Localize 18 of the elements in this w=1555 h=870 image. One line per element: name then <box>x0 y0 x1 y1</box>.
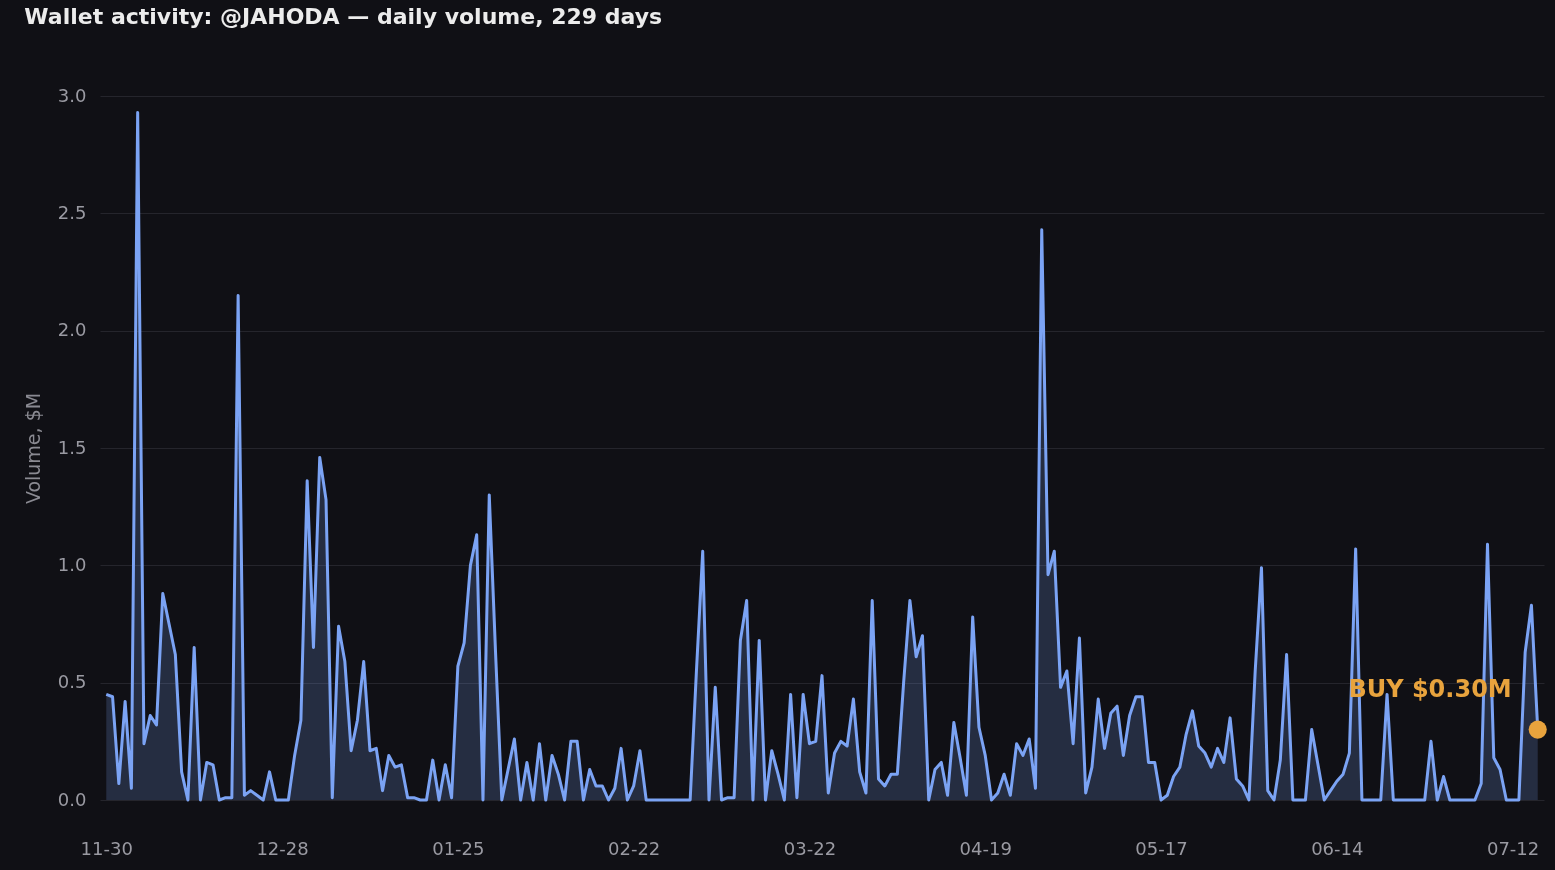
y-tick-label: 3.0 <box>57 84 87 106</box>
x-tick-label: 03-22 <box>783 837 837 859</box>
x-tick-label: 06-14 <box>1311 837 1364 859</box>
x-tick-label: 05-17 <box>1135 837 1188 859</box>
y-tick-label: 2.5 <box>57 201 87 223</box>
x-tick-label: 04-19 <box>959 837 1012 859</box>
x-tick-label: 12-28 <box>256 837 309 859</box>
x-tick-label: 02-22 <box>608 837 661 859</box>
x-tick-label: 07-12 <box>1486 837 1540 859</box>
y-tick-label: 2.0 <box>57 319 87 341</box>
y-axis-title: Volume, $M <box>21 392 44 505</box>
x-tick-label: 11-30 <box>80 837 133 859</box>
x-tick-label: 01-25 <box>432 837 485 859</box>
y-tick-label: 1.5 <box>57 436 87 458</box>
y-tick-label: 0.0 <box>57 788 87 810</box>
y-tick-label: 0.5 <box>57 671 87 693</box>
chart-title: Wallet activity: @JAHODA — daily volume, 229 days <box>24 4 663 29</box>
y-tick-label: 1.0 <box>57 553 87 575</box>
